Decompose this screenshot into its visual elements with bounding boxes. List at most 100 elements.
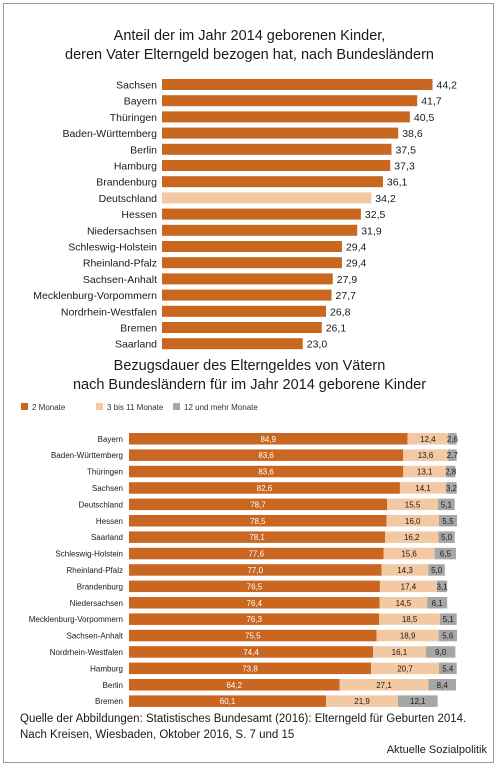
chart1-value-label: 44,2 <box>437 80 458 92</box>
chart2-segment-3-bis-11-monate <box>379 613 440 625</box>
chart2-category-label: Bremen <box>95 697 123 706</box>
chart1-category-label: Thüringen <box>110 112 157 124</box>
chart2-row-schleswig-holstein: Schleswig-Holstein 77,6 15,6 6,5 <box>55 547 457 560</box>
chart2-segment-label: 2,6 <box>447 435 459 444</box>
chart1-value-label: 36,1 <box>387 177 408 189</box>
chart2-segment-label: 9,0 <box>435 648 447 657</box>
chart2-segment-label: 27,1 <box>376 681 392 690</box>
chart2-category-label: Baden-Württemberg <box>51 451 123 460</box>
chart2-segment-label: 2,7 <box>447 451 459 460</box>
chart2-segment-label: 20,7 <box>397 664 413 673</box>
chart1-category-label: Berlin <box>130 144 157 156</box>
chart2-segment-2-monate <box>129 498 388 511</box>
chart2-legend-item-12-und-mehr-monate: 12 und mehr Monate <box>173 403 258 412</box>
chart2-segment-label: 76,4 <box>247 599 263 608</box>
chart1-value-label: 32,5 <box>365 209 386 221</box>
chart2-segment-label: 12,1 <box>410 697 426 706</box>
chart2-segment-label: 13,1 <box>417 468 433 477</box>
chart2-legend-label: 2 Monate <box>32 403 66 412</box>
chart2-category-label: Hamburg <box>90 664 123 673</box>
chart2-category-label: Schleswig-Holstein <box>55 550 123 559</box>
chart1-row-sachsen-anhalt: Sachsen-Anhalt 27,9 <box>83 273 357 286</box>
chart1-category-label: Niedersachsen <box>87 225 157 237</box>
chart1-category-label: Sachsen-Anhalt <box>83 274 157 286</box>
chart2-row-rheinland-pfalz: Rheinland-Pfalz 77,0 14,3 5,0 <box>67 564 445 576</box>
chart2-segment-3-bis-11-monate <box>376 629 439 642</box>
chart2-segment-12-und-mehr-monate <box>446 465 456 478</box>
chart2-segment-12-und-mehr-monate <box>425 646 456 658</box>
chart1-row-mecklenburg-vorpommern: Mecklenburg-Vorpommern 27,7 <box>33 289 357 302</box>
chart2-category-label: Deutschland <box>79 500 123 509</box>
chart1-value-label: 27,9 <box>337 274 358 286</box>
chart1-category-label: Deutschland <box>99 193 158 205</box>
chart2-category-label: Sachsen <box>92 484 123 493</box>
chart2-segment-label: 5,1 <box>443 615 455 624</box>
chart1-row-berlin: Berlin 37,5 <box>130 143 416 156</box>
chart1-value-label: 27,7 <box>336 290 357 302</box>
chart1-row-bayern: Bayern 41,7 <box>124 95 442 108</box>
chart2-segment-label: 78,7 <box>250 500 266 509</box>
chart1-bar-chart: Sachsen 44,2 Bayern 41,7 Thüringen 40,5 Baden-… <box>33 79 458 351</box>
chart2-segment-label: 2,8 <box>445 468 457 477</box>
chart1-row-saarland: Saarland 23,0 <box>115 338 327 351</box>
chart1-category-label: Hessen <box>121 209 157 221</box>
chart1-category-label: Hamburg <box>114 161 157 173</box>
chart2-segment-label: 14,3 <box>397 566 413 575</box>
chart1-category-label: Bayern <box>124 96 157 108</box>
chart1-bar <box>162 192 372 204</box>
chart2-segment-12-und-mehr-monate <box>438 629 457 642</box>
chart2-legend-label: 3 bis 11 Monate <box>107 403 164 412</box>
chart2-category-label: Berlin <box>103 681 123 690</box>
chart2-segment-label: 78,1 <box>249 533 265 542</box>
chart2-segment-3-bis-11-monate <box>387 498 438 511</box>
chart1-value-label: 37,3 <box>394 161 415 173</box>
chart2-segment-2-monate <box>129 646 374 658</box>
chart2-segment-label: 15,5 <box>405 500 421 509</box>
chart2-segment-label: 84,9 <box>260 435 276 444</box>
chart2-segment-label: 5,1 <box>441 500 453 509</box>
chart2-segment-label: 16,2 <box>404 533 420 542</box>
chart1-category-label: Saarland <box>115 339 157 351</box>
chart2-segment-label: 18,9 <box>400 632 416 641</box>
chart2-segment-label: 76,5 <box>247 582 263 591</box>
chart1-bar <box>162 127 399 139</box>
chart2-segment-3-bis-11-monate <box>381 564 429 576</box>
chart2-segment-2-monate <box>129 515 387 527</box>
chart1-category-label: Schleswig-Holstein <box>68 242 157 254</box>
chart2-segment-2-monate <box>129 547 384 560</box>
chart2-category-label: Nordrhein-Westfalen <box>50 648 123 657</box>
chart2-segment-label: 77,0 <box>247 566 263 575</box>
chart1-row-deutschland: Deutschland 34,2 <box>99 192 396 205</box>
chart2-row-hamburg: Hamburg 73,8 20,7 5,4 <box>90 662 457 675</box>
chart1-value-label: 41,7 <box>421 96 442 108</box>
chart2-segment-label: 5,0 <box>441 533 453 542</box>
chart2-row-bremen: Bremen 60,1 21,9 12,1 <box>95 695 438 707</box>
chart1-value-label: 38,6 <box>402 128 423 140</box>
chart1-value-label: 34,2 <box>375 193 396 205</box>
chart2-segment-label: 82,6 <box>257 484 273 493</box>
chart2-segment-2-monate <box>129 662 372 675</box>
chart1-bar <box>162 289 332 301</box>
chart2-legend-label: 12 und mehr Monate <box>184 403 258 412</box>
chart2-segment-label: 6,5 <box>440 550 452 559</box>
chart2-segment-label: 75,5 <box>245 632 261 641</box>
chart2-segment-2-monate <box>129 482 400 494</box>
chart2-segment-2-monate <box>129 580 380 593</box>
chart2-segment-12-und-mehr-monate <box>439 613 457 625</box>
chart2-category-label: Rheinland-Pfalz <box>67 566 123 575</box>
chart2-segment-3-bis-11-monate <box>385 531 439 543</box>
chart2-row-sachsen-anhalt: Sachsen-Anhalt 75,5 18,9 5,6 <box>67 629 457 642</box>
chart2-segment-2-monate <box>129 679 340 691</box>
chart2-row-bayern: Bayern 84,9 12,4 2,6 <box>98 433 459 445</box>
figure-frame <box>3 3 494 763</box>
chart1-bar <box>162 143 392 155</box>
chart2-segment-label: 21,9 <box>354 697 370 706</box>
chart2-segment-12-und-mehr-monate <box>448 433 457 445</box>
chart2-segment-label: 60,1 <box>220 697 236 706</box>
chart2-row-niedersachsen: Niedersachsen 76,4 14,5 6,1 <box>70 597 448 609</box>
chart1-bar <box>162 257 342 269</box>
chart2-segment-label: 83,6 <box>258 451 274 460</box>
chart2-segment-2-monate <box>129 695 327 707</box>
chart1-value-label: 29,4 <box>346 242 367 254</box>
chart1-value-label: 26,8 <box>330 306 351 318</box>
